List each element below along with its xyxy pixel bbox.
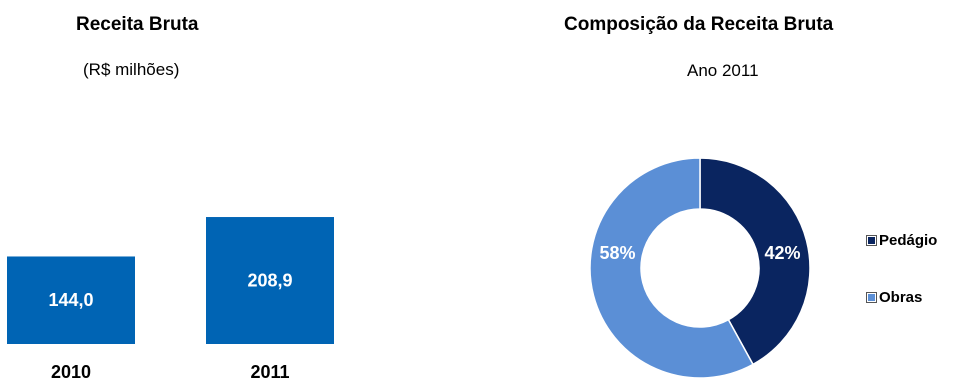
donut-value-label-1: 58% (599, 243, 635, 263)
x-tick-label-2010: 2010 (51, 362, 91, 382)
legend-swatch-pedagio (866, 235, 877, 246)
legend-label-pedagio: Pedágio (879, 232, 938, 249)
legend-item-pedagio: Pedágio (866, 232, 938, 249)
donut-chart-title: Composição da Receita Bruta (564, 14, 834, 35)
bar-2010 (7, 256, 135, 344)
legend-item-obras: Obras (866, 289, 923, 306)
bar-chart-subtitle: (R$ milhões) (83, 60, 180, 79)
donut-value-label-0: 42% (764, 243, 800, 263)
donut-chart-subtitle: Ano 2011 (687, 61, 759, 80)
legend-swatch-obras (866, 292, 877, 303)
legend-label-obras: Obras (879, 289, 923, 306)
donut-slice-1 (589, 157, 755, 379)
x-tick-label-2011: 2011 (250, 362, 289, 382)
bar-2011 (206, 217, 334, 344)
donut-slice-0 (699, 157, 811, 366)
bar-chart-title: Receita Bruta (76, 14, 199, 35)
bar-value-label-2011: 208,9 (247, 271, 292, 291)
bar-chart: 144,0 2010 208,9 2011 (7, 217, 334, 382)
bar-value-label-2010: 144,0 (48, 290, 93, 310)
